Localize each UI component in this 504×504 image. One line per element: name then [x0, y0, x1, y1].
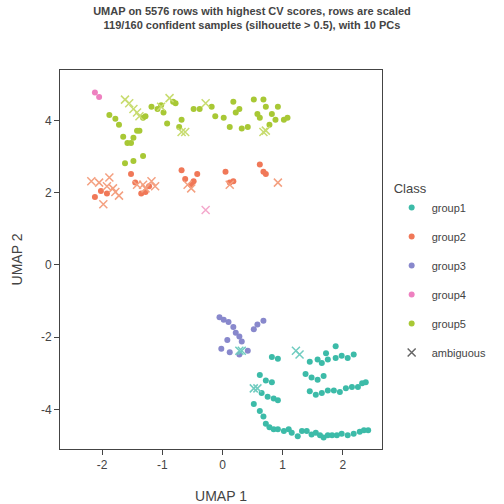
svg-text:-2: -2: [41, 330, 52, 344]
svg-text:-4: -4: [41, 403, 52, 417]
svg-text:-1: -1: [157, 458, 168, 472]
svg-text:UMAP on 5576 rows with highest: UMAP on 5576 rows with highest CV scores…: [93, 5, 411, 31]
svg-text:group3: group3: [432, 260, 466, 272]
svg-text:Class: Class: [394, 181, 427, 196]
svg-text:0: 0: [45, 258, 52, 272]
svg-text:0: 0: [219, 458, 226, 472]
svg-text:-2: -2: [97, 458, 108, 472]
svg-text:UMAP 2: UMAP 2: [9, 233, 25, 285]
svg-text:group5: group5: [432, 318, 466, 330]
svg-text:2: 2: [340, 458, 347, 472]
svg-text:ambiguous: ambiguous: [432, 347, 486, 359]
svg-text:group4: group4: [432, 289, 466, 301]
svg-text:group1: group1: [432, 202, 466, 214]
svg-text:group2: group2: [432, 231, 466, 243]
svg-text:2: 2: [45, 186, 52, 200]
svg-text:1: 1: [279, 458, 286, 472]
svg-text:UMAP 1: UMAP 1: [195, 488, 247, 504]
svg-text:4: 4: [45, 114, 52, 128]
